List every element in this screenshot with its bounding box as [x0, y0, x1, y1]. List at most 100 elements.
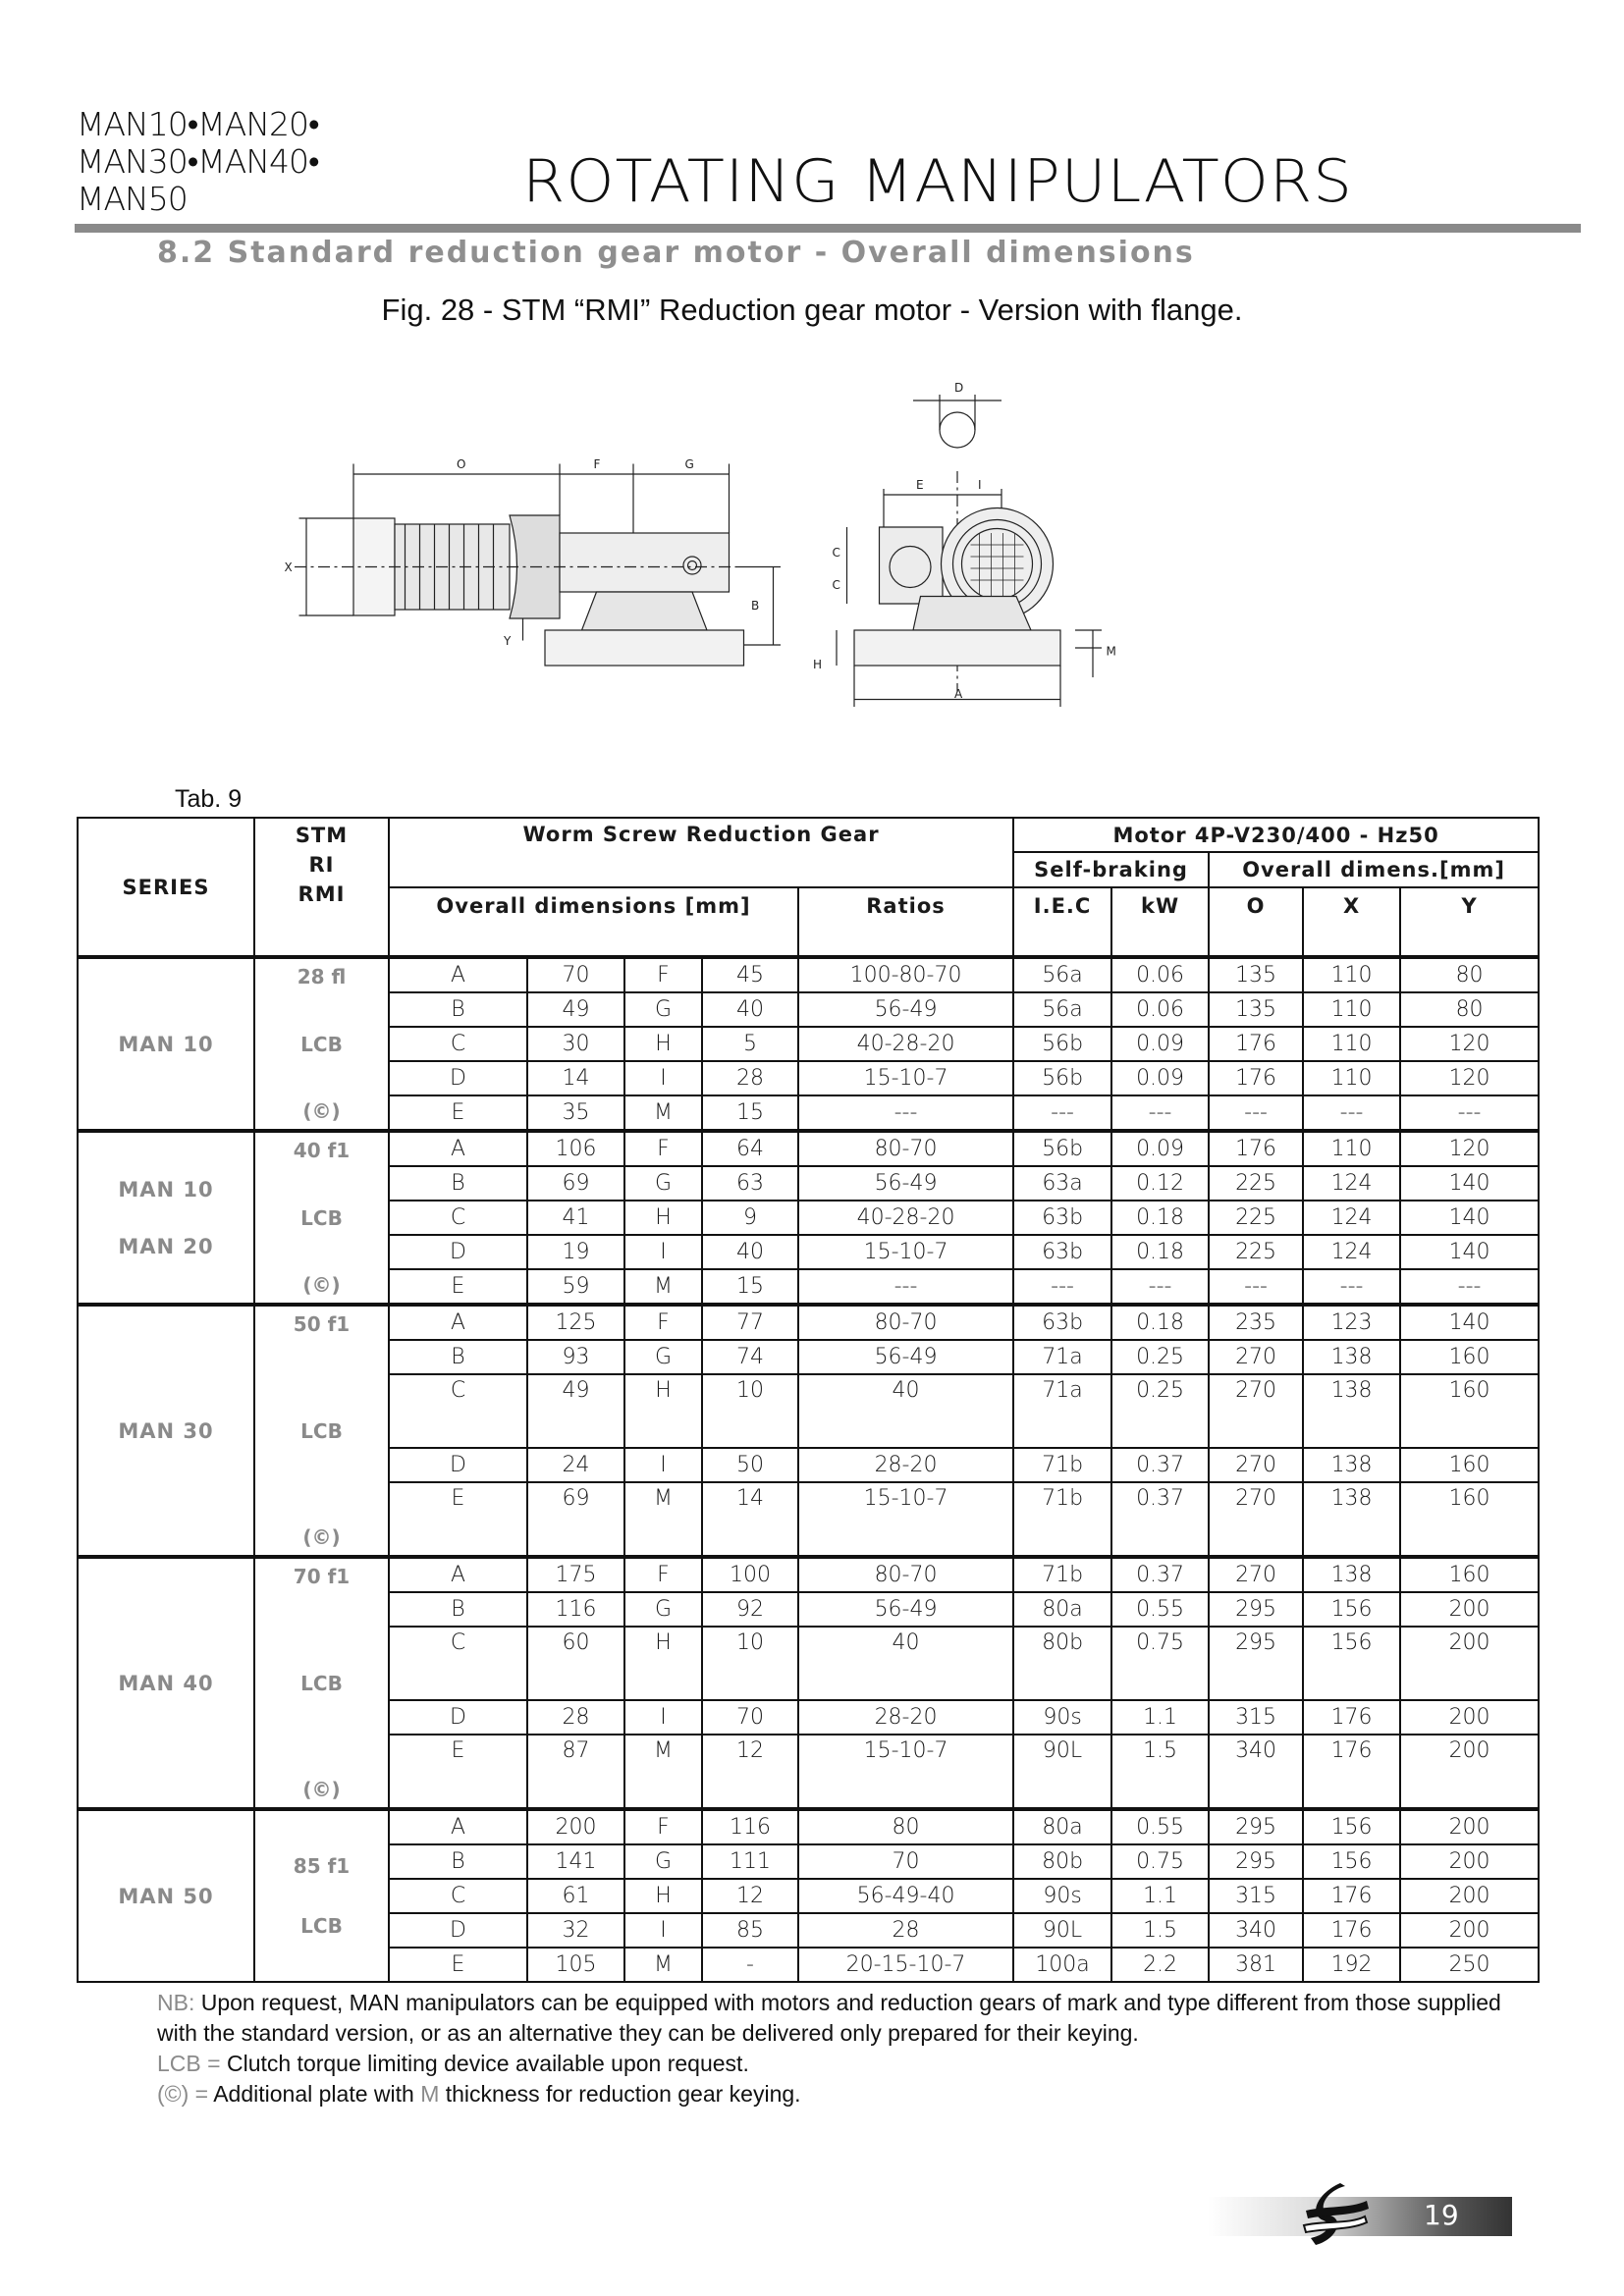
table-cell: 63	[701, 1165, 799, 1201]
series-cell: MAN 30	[77, 1303, 255, 1558]
table-cell: 20-15-10-7	[796, 1947, 1015, 1983]
stm-label: LCB	[300, 1914, 343, 1938]
table-cell: 100	[701, 1555, 799, 1593]
table-cell: 63b	[1012, 1200, 1113, 1236]
table-cell: 1.5	[1110, 1734, 1211, 1810]
table-cell: 111	[701, 1843, 799, 1880]
table-cell: 138	[1302, 1555, 1402, 1593]
table-row: B 49 G 40 56-49 56a 0.06 135 110 80	[78, 991, 1541, 1028]
table-cell: -	[701, 1947, 799, 1983]
table-cell: D	[388, 1060, 528, 1096]
table-cell: 176	[1208, 1060, 1305, 1096]
table-cell: 138	[1302, 1481, 1402, 1558]
table-cell: M	[623, 1095, 703, 1132]
table-cell: 176	[1208, 1129, 1305, 1167]
stm-label: 28 fl	[297, 965, 347, 988]
header-stm-line: RMI	[298, 882, 346, 906]
notes: NB: Upon request, MAN manipulators can b…	[157, 1988, 1532, 2109]
table-cell: E	[388, 1734, 528, 1810]
table-row: C 61 H 12 56-49-40 90s 1.1 315 176 200	[78, 1878, 1541, 1914]
series-label: MAN 20	[118, 1234, 214, 1258]
table-cell: 138	[1302, 1447, 1402, 1483]
table-cell: ---	[1399, 1268, 1541, 1306]
table-cell: 138	[1302, 1373, 1402, 1449]
table-cell: 40-28-20	[796, 1200, 1015, 1236]
side-view: O F G X Y B	[285, 457, 781, 667]
stm-label: 50 f1	[293, 1312, 351, 1336]
table-cell: H	[623, 1026, 703, 1062]
table-cell: 110	[1302, 991, 1402, 1028]
table-cell: 90L	[1012, 1734, 1113, 1810]
table-cell: 270	[1208, 1373, 1305, 1449]
table-cell: M	[623, 1947, 703, 1983]
table-cell: 71b	[1012, 1447, 1113, 1483]
table-cell: 225	[1208, 1234, 1305, 1270]
table-cell: F	[623, 1807, 703, 1845]
table-cell: 160	[1399, 1555, 1541, 1593]
table-cell: 124	[1302, 1200, 1402, 1236]
table-cell: 10	[701, 1373, 799, 1449]
header-stm-line: RI	[308, 853, 335, 877]
table-cell: 69	[526, 1165, 625, 1201]
table-cell: 69	[526, 1481, 625, 1558]
table-cell: D	[388, 1912, 528, 1949]
table-row: D 24 I 50 28-20 71b 0.37 270 138 160	[78, 1447, 1541, 1483]
table-cell: H	[623, 1373, 703, 1449]
table-cell: 80-70	[796, 1555, 1015, 1593]
table-cell: 15-10-7	[796, 1234, 1015, 1270]
table-cell: 200	[1399, 1912, 1541, 1949]
series-label: MAN 50	[118, 1884, 214, 1908]
table-cell: A	[388, 1129, 528, 1167]
table-cell: 105	[526, 1947, 625, 1983]
note-lcb: LCB = Clutch torque limiting device avai…	[157, 2051, 749, 2076]
table-cell: H	[623, 1878, 703, 1914]
header-o: O	[1208, 886, 1305, 959]
table-cell: 295	[1208, 1843, 1305, 1880]
series-list: MAN10•MAN20• MAN30•MAN40• MAN50	[77, 106, 320, 218]
company-logo-icon	[1302, 2183, 1369, 2245]
dim-label-y: Y	[503, 634, 512, 648]
table-cell: 56a	[1012, 955, 1113, 993]
table-cell: 15	[701, 1268, 799, 1306]
table-cell: 176	[1302, 1699, 1402, 1735]
table-cell: G	[623, 1843, 703, 1880]
header-overall-motor: Overall dimens.[mm]	[1208, 851, 1541, 888]
table-cell: 80a	[1012, 1807, 1113, 1845]
table-cell: 61	[526, 1878, 625, 1914]
table-cell: G	[623, 1165, 703, 1201]
header-stm-line: STM	[295, 824, 349, 847]
table-cell: 176	[1208, 1026, 1305, 1062]
table-cell: B	[388, 1165, 528, 1201]
table-cell: 200	[1399, 1591, 1541, 1628]
table-cell: 71b	[1012, 1481, 1113, 1558]
table-label: Tab. 9	[175, 785, 243, 813]
table-cell: 41	[526, 1200, 625, 1236]
table-row: MAN 30 50 f1 LCB (©) A 125 F 77 80-70 63b 0.18 235 1…	[77, 1303, 1541, 1558]
table-cell: A	[388, 1555, 528, 1593]
table-cell: 176	[1302, 1912, 1402, 1949]
table-cell: 40	[701, 1234, 799, 1270]
table-cell: 14	[526, 1060, 625, 1096]
table-cell: C	[388, 1373, 528, 1449]
header-ratios: Ratios	[796, 886, 1015, 959]
stm-cell: 70 f1 LCB (©)	[253, 1555, 390, 1810]
table-cell: 270	[1208, 1339, 1305, 1375]
table-cell: 156	[1302, 1843, 1402, 1880]
table-cell: M	[623, 1268, 703, 1306]
table-cell: 80a	[1012, 1591, 1113, 1628]
table-cell: 28-20	[796, 1447, 1015, 1483]
table-cell: G	[623, 991, 703, 1028]
table-cell: 63b	[1012, 1234, 1113, 1270]
table-cell: H	[623, 1200, 703, 1236]
table-cell: A	[388, 1807, 528, 1845]
table-cell: 0.25	[1110, 1339, 1211, 1375]
stm-label: LCB	[300, 1032, 343, 1056]
header-stm: STM RI RMI	[253, 817, 390, 958]
table-cell: 32	[526, 1912, 625, 1949]
table-cell: 14	[701, 1481, 799, 1558]
table-cell: 64	[701, 1129, 799, 1167]
table-cell: 45	[701, 955, 799, 993]
table-cell: 59	[526, 1268, 625, 1306]
table-cell: 100-80-70	[796, 955, 1015, 993]
figure-caption: Fig. 28 - STM “RMI” Reduction gear motor…	[381, 293, 1243, 327]
